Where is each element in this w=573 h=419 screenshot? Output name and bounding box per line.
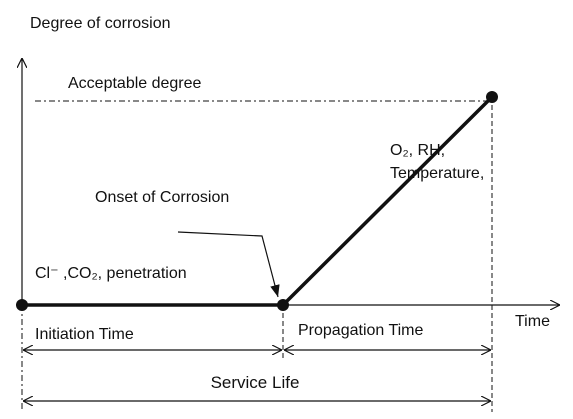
- onset-arrow: [177, 231, 280, 298]
- service-life-label: Service Life: [211, 373, 300, 392]
- onset-label: Onset of Corrosion: [95, 189, 229, 206]
- factor-label: Cl⁻ ,CO₂, penetration: [35, 265, 187, 282]
- title: Degree of corrosion: [30, 15, 171, 32]
- point: [16, 299, 28, 311]
- factor-label: O₂, RH,: [390, 142, 445, 159]
- acceptable-label: Acceptable degree: [68, 75, 202, 92]
- point: [486, 91, 498, 103]
- phase-label: Propagation Time: [298, 322, 424, 339]
- x-axis-label: Time: [515, 313, 550, 330]
- point: [277, 299, 289, 311]
- factor-label: Temperature,: [390, 165, 484, 182]
- phase-label: Initiation Time: [35, 326, 134, 343]
